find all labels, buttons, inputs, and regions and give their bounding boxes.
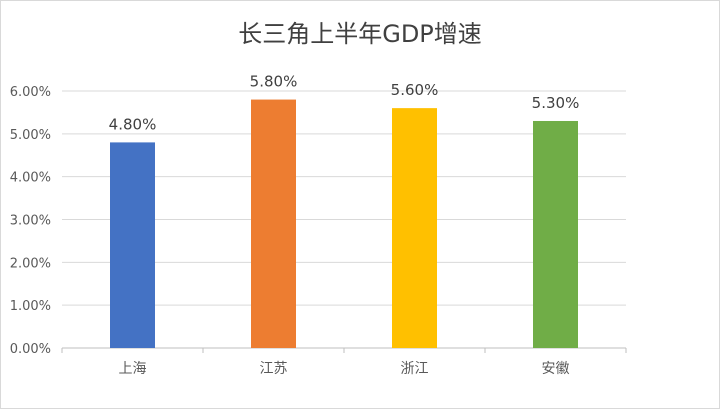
data-label: 5.80%	[250, 73, 298, 91]
y-tick-label: 6.00%	[10, 85, 51, 100]
data-label: 4.80%	[109, 115, 157, 133]
chart-title: 长三角上半年GDP增速	[238, 20, 482, 48]
x-tick-label: 浙江	[401, 361, 429, 377]
data-label: 5.30%	[532, 94, 580, 112]
bar	[110, 142, 155, 348]
y-tick-label: 4.00%	[10, 171, 51, 186]
bar	[392, 108, 437, 348]
x-tick-label: 上海	[119, 361, 147, 377]
x-tick-label: 江苏	[260, 361, 288, 377]
bar	[533, 120, 578, 348]
data-label: 5.60%	[391, 81, 439, 99]
bar	[251, 99, 296, 348]
watermark-text: 新闻	[355, 328, 393, 350]
x-tick-label: 安徽	[542, 361, 570, 377]
y-tick-label: 1.00%	[10, 299, 51, 314]
y-tick-label: 2.00%	[10, 256, 51, 271]
y-tick-label: 0.00%	[10, 342, 51, 357]
y-tick-label: 3.00%	[10, 214, 51, 229]
y-tick-label: 5.00%	[10, 128, 51, 143]
